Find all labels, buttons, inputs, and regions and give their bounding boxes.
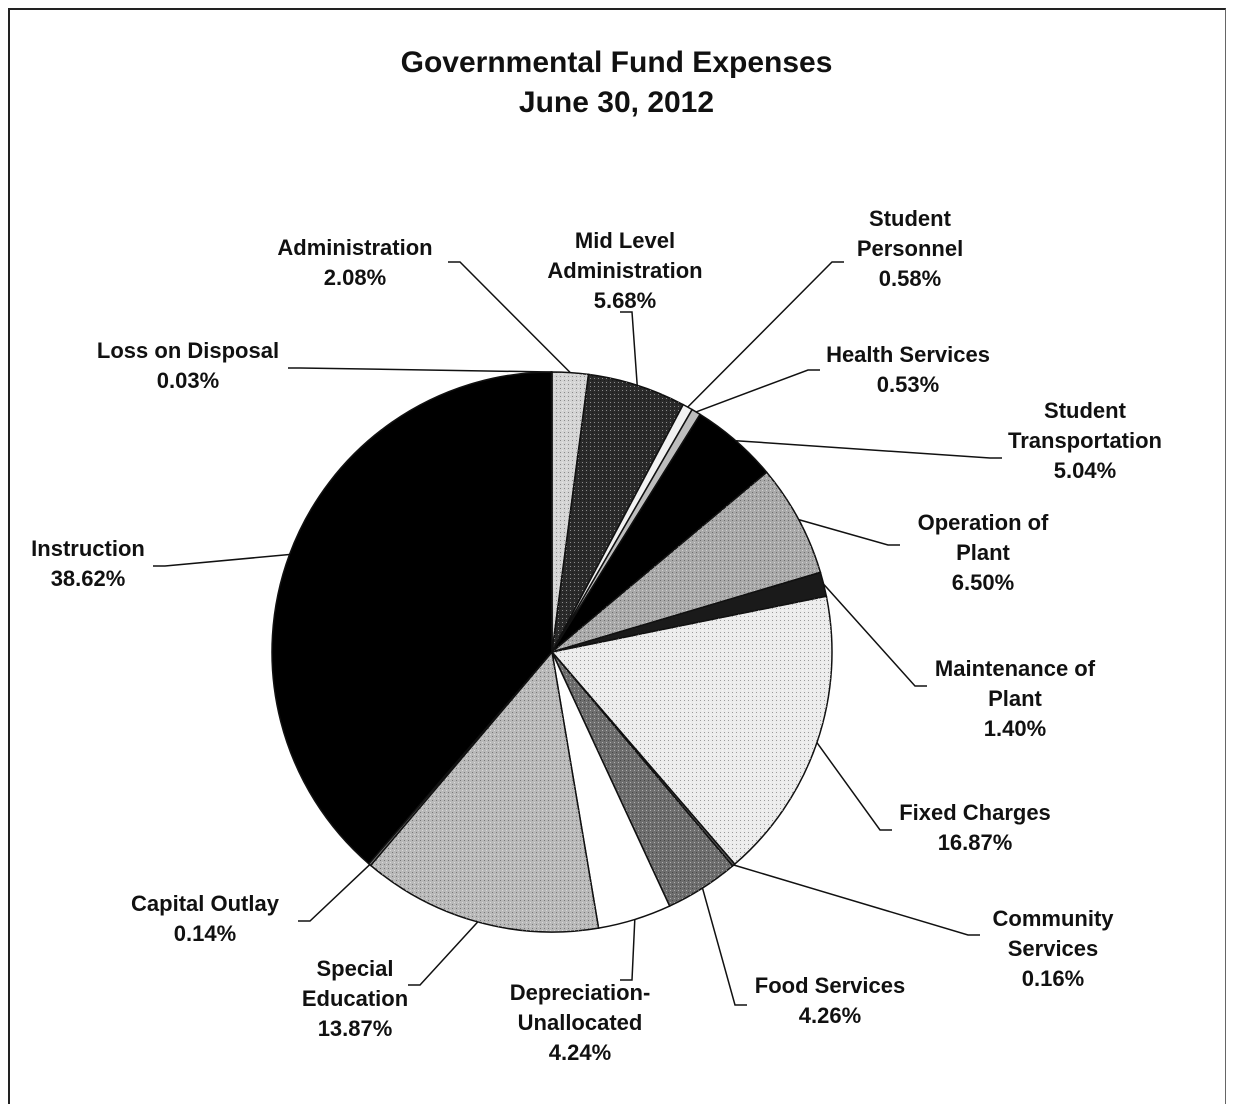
slice-label-line: Transportation (1008, 428, 1162, 453)
slice-value: 0.58% (879, 266, 941, 291)
slice-value: 4.26% (799, 1003, 861, 1028)
slice-label-line: Maintenance of (935, 656, 1096, 681)
leader-line (816, 742, 892, 831)
slice-label: Instruction 38.62% (31, 536, 145, 591)
slice-label-line: Plant (956, 540, 1010, 565)
leader-line (798, 518, 900, 546)
slice-label-line: Instruction (31, 536, 145, 561)
leader-line (701, 887, 747, 1006)
slice-label-line: Mid Level (575, 228, 675, 253)
slice-label: Special Education 13.87% (302, 956, 408, 1041)
slice-label-line: Community (993, 906, 1115, 931)
slice-value: 5.68% (594, 288, 656, 313)
chart-title: Governmental Fund Expenses (400, 46, 833, 79)
slice-label-line: Capital Outlay (131, 891, 280, 916)
slice-label-line: Health Services (826, 342, 990, 367)
slice-value: 2.08% (324, 265, 386, 290)
slice-value: 6.50% (952, 570, 1014, 595)
chart-subtitle: June 30, 2012 (518, 86, 715, 119)
slice-label-line: Unallocated (518, 1010, 643, 1035)
slice-label-line: Fixed Charges (899, 800, 1051, 825)
slice-label: Administration 2.08% (277, 235, 432, 290)
slice-label: Food Services 4.26% (755, 973, 905, 1028)
slice-label: Fixed Charges 16.87% (899, 800, 1051, 855)
slice-value: 0.03% (157, 368, 219, 393)
slice-label: Mid Level Administration 5.68% (547, 228, 702, 313)
slice-label-line: Education (302, 986, 408, 1011)
slice-label-line: Operation of (918, 510, 1049, 535)
slice-label-line: Food Services (755, 973, 905, 998)
slice-label-line: Special (316, 956, 393, 981)
slice-value: 0.16% (1022, 966, 1084, 991)
slice-label: Capital Outlay 0.14% (131, 891, 280, 946)
slice-label: Community Services 0.16% (993, 906, 1115, 991)
slice-label-line: Student (1044, 398, 1127, 423)
slice-value: 4.24% (549, 1040, 611, 1065)
slice-value: 0.53% (877, 372, 939, 397)
slice-label-line: Loss on Disposal (97, 338, 279, 363)
leader-line (733, 864, 980, 936)
leader-line (695, 369, 820, 413)
slice-value: 1.40% (984, 716, 1046, 741)
pie-slice-texture (552, 596, 832, 865)
slice-value: 5.04% (1054, 458, 1116, 483)
slice-value: 38.62% (51, 566, 126, 591)
leader-line (298, 864, 371, 922)
slice-label-line: Personnel (857, 236, 963, 261)
slice-label-line: Depreciation- (510, 980, 651, 1005)
leader-line (288, 367, 552, 373)
slice-label-line: Administration (547, 258, 702, 283)
leader-line (620, 919, 636, 981)
pie-slice-texture (552, 472, 821, 652)
slice-label: Student Transportation 5.04% (1008, 398, 1162, 483)
slice-label: Student Personnel 0.58% (857, 206, 963, 291)
slice-value: 13.87% (318, 1016, 393, 1041)
chart-frame (8, 8, 1226, 1104)
slice-label-line: Plant (988, 686, 1042, 711)
leader-line (408, 921, 479, 986)
pie-slice-texture (552, 652, 733, 907)
leader-line (448, 261, 571, 374)
pie-slice (271, 371, 553, 865)
slice-label: Loss on Disposal 0.03% (97, 338, 279, 393)
slice-label-line: Services (1008, 936, 1099, 961)
leader-line (620, 311, 638, 386)
leader-line (153, 553, 290, 567)
slice-label-line: Administration (277, 235, 432, 260)
slice-value: 0.14% (174, 921, 236, 946)
slice-label: Operation of Plant 6.50% (918, 510, 1049, 595)
pie-slice-texture (370, 652, 599, 933)
slice-label: Health Services 0.53% (826, 342, 990, 397)
leader-line (687, 261, 844, 408)
pie-slice (550, 371, 553, 653)
slice-label: Maintenance of Plant 1.40% (935, 656, 1096, 741)
pie-slice-texture (552, 374, 684, 652)
slice-value: 16.87% (938, 830, 1013, 855)
slice-label-line: Student (869, 206, 952, 231)
leader-line (823, 583, 927, 687)
leader-line (735, 439, 1002, 459)
slice-label: Depreciation- Unallocated 4.24% (510, 980, 651, 1065)
